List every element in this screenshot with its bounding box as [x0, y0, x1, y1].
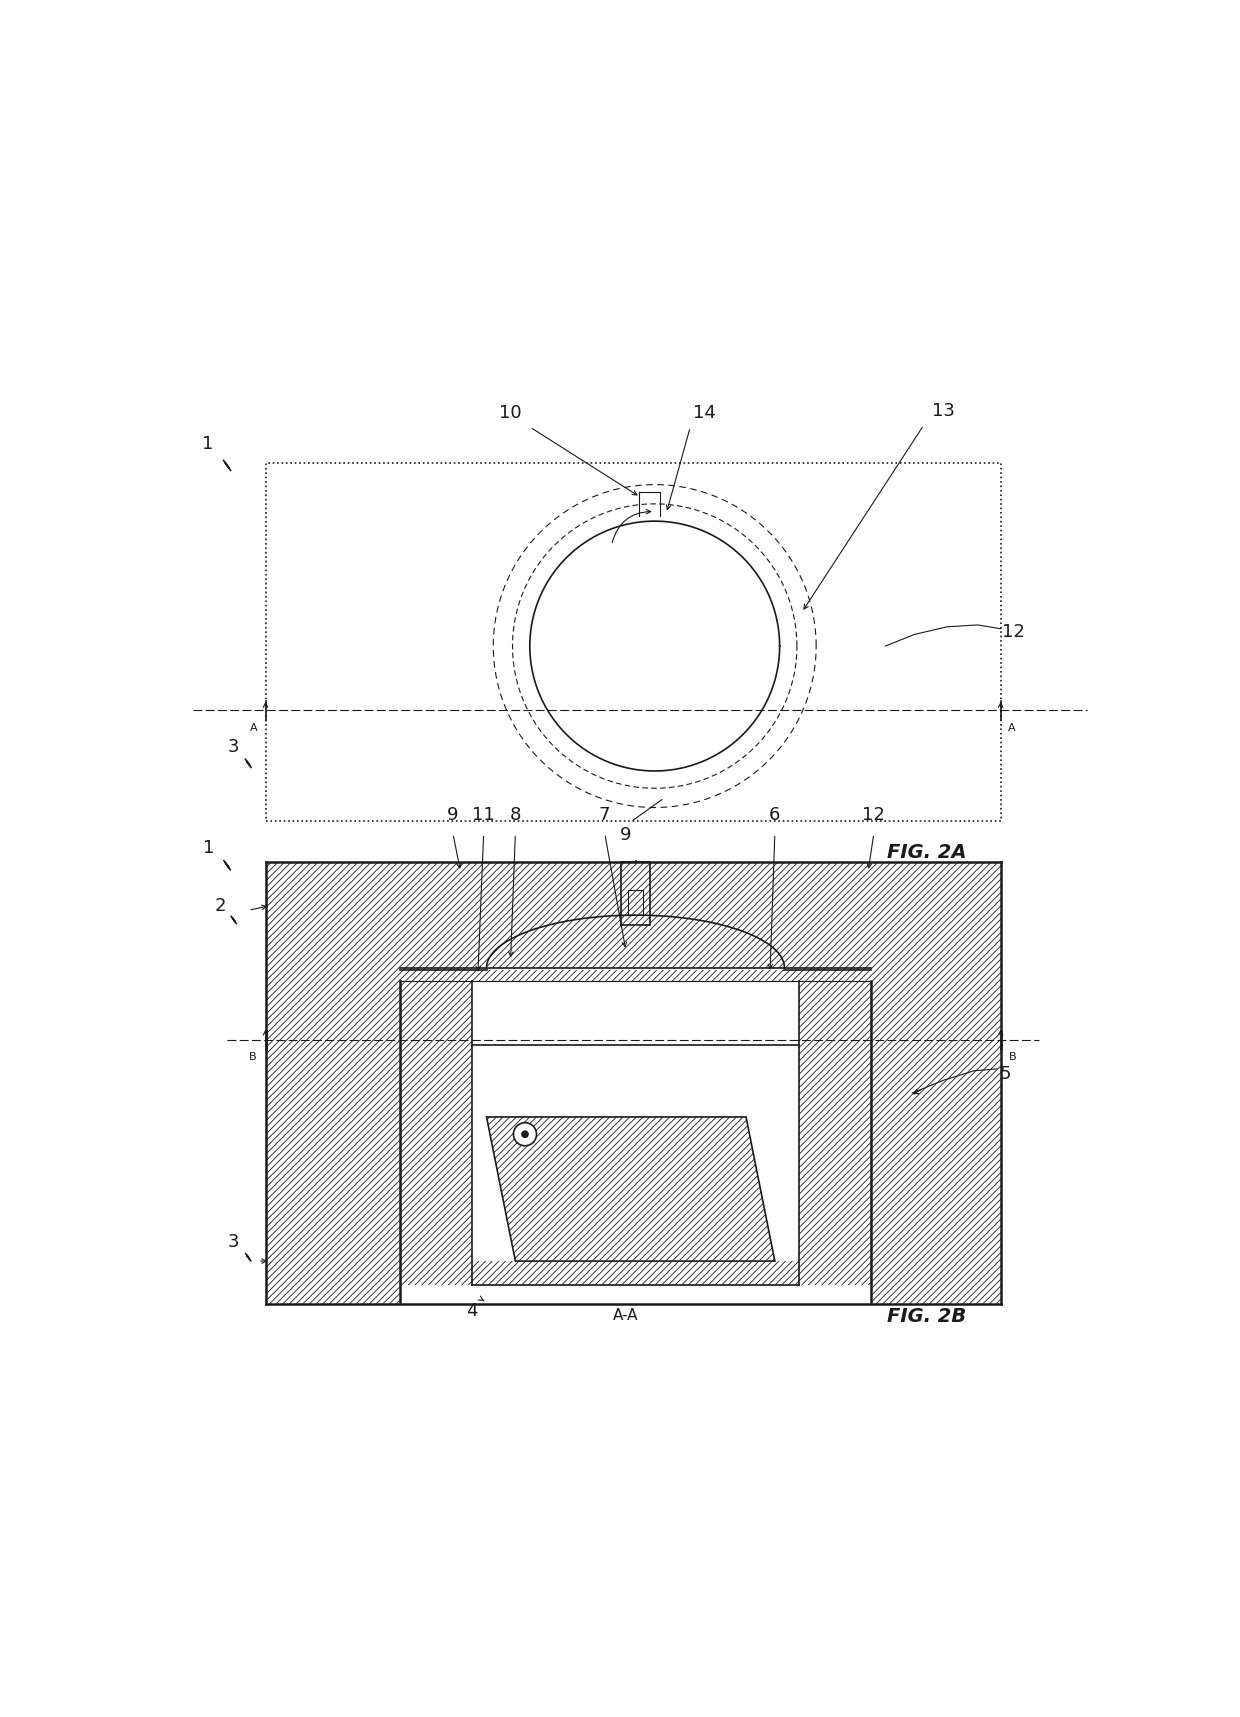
Text: 10: 10	[500, 403, 522, 422]
Text: A: A	[1008, 723, 1016, 733]
Text: 11: 11	[472, 805, 495, 824]
Text: 1: 1	[203, 840, 215, 857]
Text: B: B	[1009, 1051, 1017, 1061]
Bar	[401, 968, 472, 1284]
Text: 5: 5	[999, 1065, 1012, 1083]
Bar	[799, 968, 870, 1284]
Text: 8: 8	[510, 805, 521, 824]
Bar	[401, 862, 870, 968]
Circle shape	[521, 1130, 528, 1138]
Text: B: B	[249, 1051, 257, 1061]
Text: 2: 2	[215, 896, 226, 915]
Bar	[265, 464, 1001, 821]
Text: 12: 12	[1002, 623, 1024, 640]
Text: FIG. 2A: FIG. 2A	[888, 843, 967, 862]
Text: FIG. 2B: FIG. 2B	[888, 1307, 966, 1327]
Text: 14: 14	[693, 403, 717, 422]
Text: 6: 6	[769, 805, 780, 824]
Text: 9: 9	[448, 805, 459, 824]
Text: 12: 12	[862, 805, 885, 824]
Bar	[265, 862, 401, 1305]
Text: A-A: A-A	[613, 1308, 639, 1324]
Bar	[401, 970, 870, 982]
Text: A: A	[250, 723, 258, 733]
Polygon shape	[486, 1118, 775, 1260]
Text: 1: 1	[202, 434, 213, 453]
Bar	[472, 1260, 799, 1284]
Bar	[265, 862, 1001, 1305]
Text: 3: 3	[228, 1233, 239, 1252]
Text: 9: 9	[620, 826, 631, 845]
Circle shape	[513, 1123, 537, 1145]
Text: 13: 13	[931, 402, 955, 419]
Text: 4: 4	[466, 1301, 477, 1320]
Bar	[870, 862, 1001, 1305]
Text: 7: 7	[599, 805, 610, 824]
Text: 3: 3	[228, 738, 239, 755]
